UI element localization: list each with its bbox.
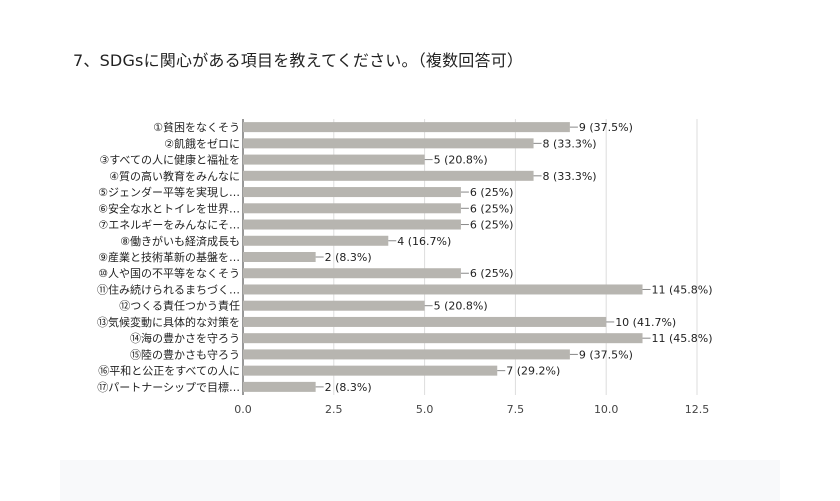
bar [243,381,316,392]
x-tick-label: 10.0 [594,403,619,416]
data-label: 5 (20.8%) [434,300,488,313]
data-label: 5 (20.8%) [434,154,488,167]
category-label: ⑪住み続けられるまちづく… [97,282,240,296]
bar [243,170,534,181]
data-label: 6 (25%) [470,219,514,232]
x-tick-label: 5.0 [416,403,434,416]
category-label: ⑧働きがいも経済成長も [120,234,240,248]
category-label: ⑫つくる責任つかう責任 [119,299,240,313]
category-label: ⑮陸の豊かさも守ろう [130,347,240,361]
chart-card [60,20,780,460]
category-label: ⑬気候変動に具体的な対策を [97,315,240,329]
data-label: 7 (29.2%) [506,365,560,378]
data-label: 2 (8.3%) [325,381,372,394]
chart-title: 7、SDGsに関心がある項目を教えてください。（複数回答可） [73,51,524,70]
bar [243,300,425,311]
bar [243,138,534,149]
category-label: ⑦エネルギーをみんなにそ… [98,219,240,232]
bar [243,284,643,295]
x-tick-label: 12.5 [685,403,710,416]
bar [243,154,425,165]
bar [243,365,498,376]
bar [243,203,461,214]
category-label: ③すべての人に健康と福祉を [99,153,240,167]
category-label: ⑤ジェンダー平等を実現し… [98,185,240,199]
data-label: 10 (41.7%) [615,316,676,329]
bar [243,219,461,230]
data-label: 9 (37.5%) [579,121,633,134]
data-label: 8 (33.3%) [543,170,597,183]
bar [243,333,643,344]
data-label: 6 (25%) [470,267,514,280]
category-label: ⑰パートナーシップで目標… [97,380,240,394]
category-label: ⑯平和と公正をすべての人に [98,365,240,378]
data-label: 6 (25%) [470,186,514,199]
data-label: 11 (45.8%) [652,332,713,345]
data-label: 8 (33.3%) [543,137,597,150]
category-label: ⑨産業と技術革新の基盤を… [98,250,240,264]
x-tick-label: 7.5 [507,403,525,416]
data-label: 9 (37.5%) [579,348,633,361]
data-label: 6 (25%) [470,202,514,215]
category-label: ⑩人や国の不平等をなくそう [98,266,240,280]
x-tick-label: 0.0 [234,403,252,416]
bar [243,252,316,262]
bar [243,235,389,246]
data-label: 11 (45.8%) [652,283,713,296]
bar [243,268,461,279]
data-label: 4 (16.7%) [397,235,451,248]
category-label: ①貧困をなくそう [153,121,240,134]
x-tick-label: 2.5 [325,403,343,416]
category-label: ④質の高い教育をみんなに [109,169,240,183]
bar [243,122,570,133]
data-label: 2 (8.3%) [325,251,372,264]
category-label: ②飢餓をゼロに [164,136,240,150]
bar [243,349,570,360]
bar [243,187,461,198]
category-label: ⑥安全な水とトイレを世界… [98,201,240,215]
footer-band [60,460,780,501]
category-label: ⑭海の豊かさを守ろう [130,331,240,345]
bar [243,316,607,327]
